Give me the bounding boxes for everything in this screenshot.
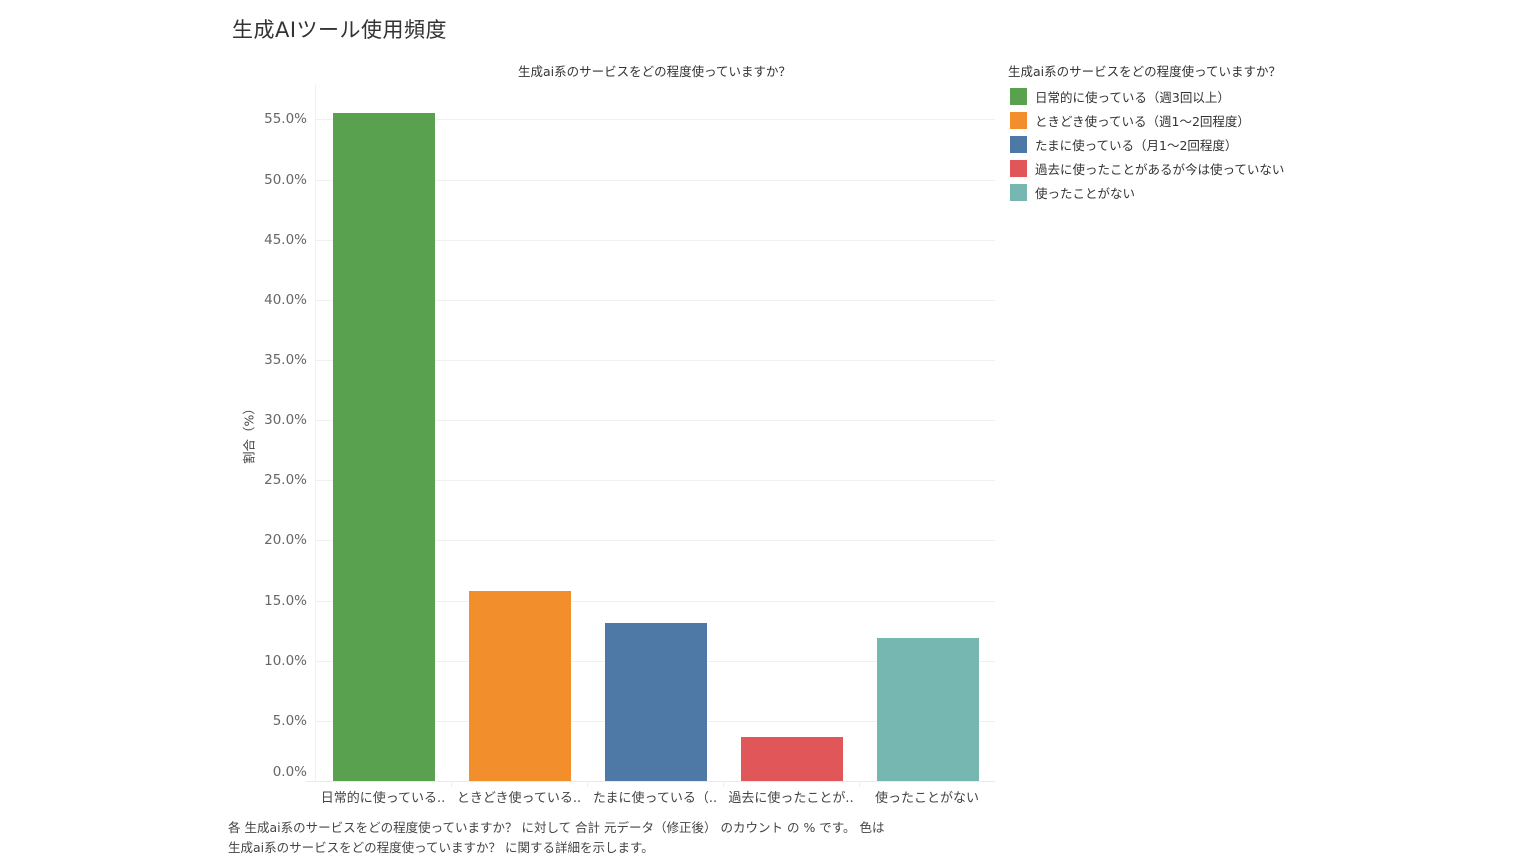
y-tick-label: 55.0% [264, 111, 307, 128]
x-tick-label: たまに使っている（.. [592, 791, 718, 806]
y-tick-label: 40.0% [264, 291, 307, 308]
caption-line-2: 生成ai系のサービスをどの程度使っていますか？ に関する詳細を示します。 [228, 840, 654, 855]
x-tick-separator [859, 781, 860, 787]
gridline [316, 480, 995, 482]
bar[interactable] [741, 736, 843, 781]
y-tick-label: 5.0% [272, 712, 307, 729]
legend-item[interactable]: 使ったことがない [1008, 180, 1284, 204]
gridline [316, 239, 995, 241]
gridline [316, 540, 995, 542]
y-tick-label: 0.0% [272, 764, 307, 780]
y-tick-label: 25.0% [264, 472, 307, 489]
caption-line-1: 各 生成ai系のサービスをどの程度使っていますか？ に対して 合計 元データ（修… [228, 820, 885, 835]
x-tick-label: 日常的に使っている.. [320, 791, 446, 806]
legend-swatch-icon [1010, 87, 1027, 105]
legend-item[interactable]: 日常的に使っている（週3回以上） [1008, 84, 1284, 108]
legend-swatch-icon [1010, 135, 1027, 153]
legend: 生成ai系のサービスをどの程度使っていますか？ 日常的に使っている（週3回以上）… [1008, 61, 1284, 204]
legend-swatch-icon [1010, 111, 1027, 129]
x-tick-separator [587, 781, 588, 787]
y-tick-label: 45.0% [264, 231, 307, 248]
gridline [316, 420, 995, 422]
legend-title: 生成ai系のサービスをどの程度使っていますか？ [1008, 64, 1282, 79]
legend-label: 過去に使ったことがあるが今は使っていない [1035, 161, 1285, 177]
x-tick-separator [723, 781, 724, 787]
gridline [316, 600, 995, 602]
legend-item[interactable]: たまに使っている（月1〜2回程度） [1008, 132, 1284, 156]
chart-caption: 各 生成ai系のサービスをどの程度使っていますか？ に対して 合計 元データ（修… [228, 818, 885, 858]
bar[interactable] [333, 113, 435, 781]
legend-item[interactable]: 過去に使ったことがあるが今は使っていない [1008, 156, 1284, 180]
y-tick-label: 30.0% [264, 412, 307, 429]
legend-label: 日常的に使っている（週3回以上） [1035, 89, 1230, 105]
x-tick-separator [451, 781, 452, 787]
gridline [316, 119, 995, 121]
gridline [316, 299, 995, 301]
x-tick-label: 過去に使ったことが.. [728, 791, 854, 806]
legend-swatch-icon [1010, 183, 1027, 201]
legend-item[interactable]: ときどき使っている（週1〜2回程度） [1008, 108, 1284, 132]
y-tick-label: 15.0% [264, 592, 307, 609]
y-tick-label: 20.0% [264, 532, 307, 549]
bar[interactable] [469, 590, 571, 781]
y-tick-label: 35.0% [264, 351, 307, 368]
bar[interactable] [877, 637, 979, 781]
chart-header: 生成ai系のサービスをどの程度使っていますか？ [517, 64, 791, 79]
legend-label: たまに使っている（月1〜2回程度） [1035, 137, 1238, 153]
x-tick-label: 使ったことがない [874, 791, 979, 806]
page-title: 生成AIツール使用頻度 [232, 18, 448, 42]
legend-label: 使ったことがない [1035, 185, 1136, 201]
x-tick-label: ときどき使っている.. [456, 791, 582, 806]
gridline [316, 179, 995, 181]
legend-label: ときどき使っている（週1〜2回程度） [1035, 113, 1250, 129]
gridline [306, 781, 995, 782]
y-tick-label: 10.0% [264, 652, 307, 669]
bar[interactable] [605, 623, 707, 781]
legend-swatch-icon [1010, 159, 1027, 177]
y-tick-label: 50.0% [264, 171, 307, 188]
gridline [316, 359, 995, 361]
plot-area [306, 84, 995, 782]
